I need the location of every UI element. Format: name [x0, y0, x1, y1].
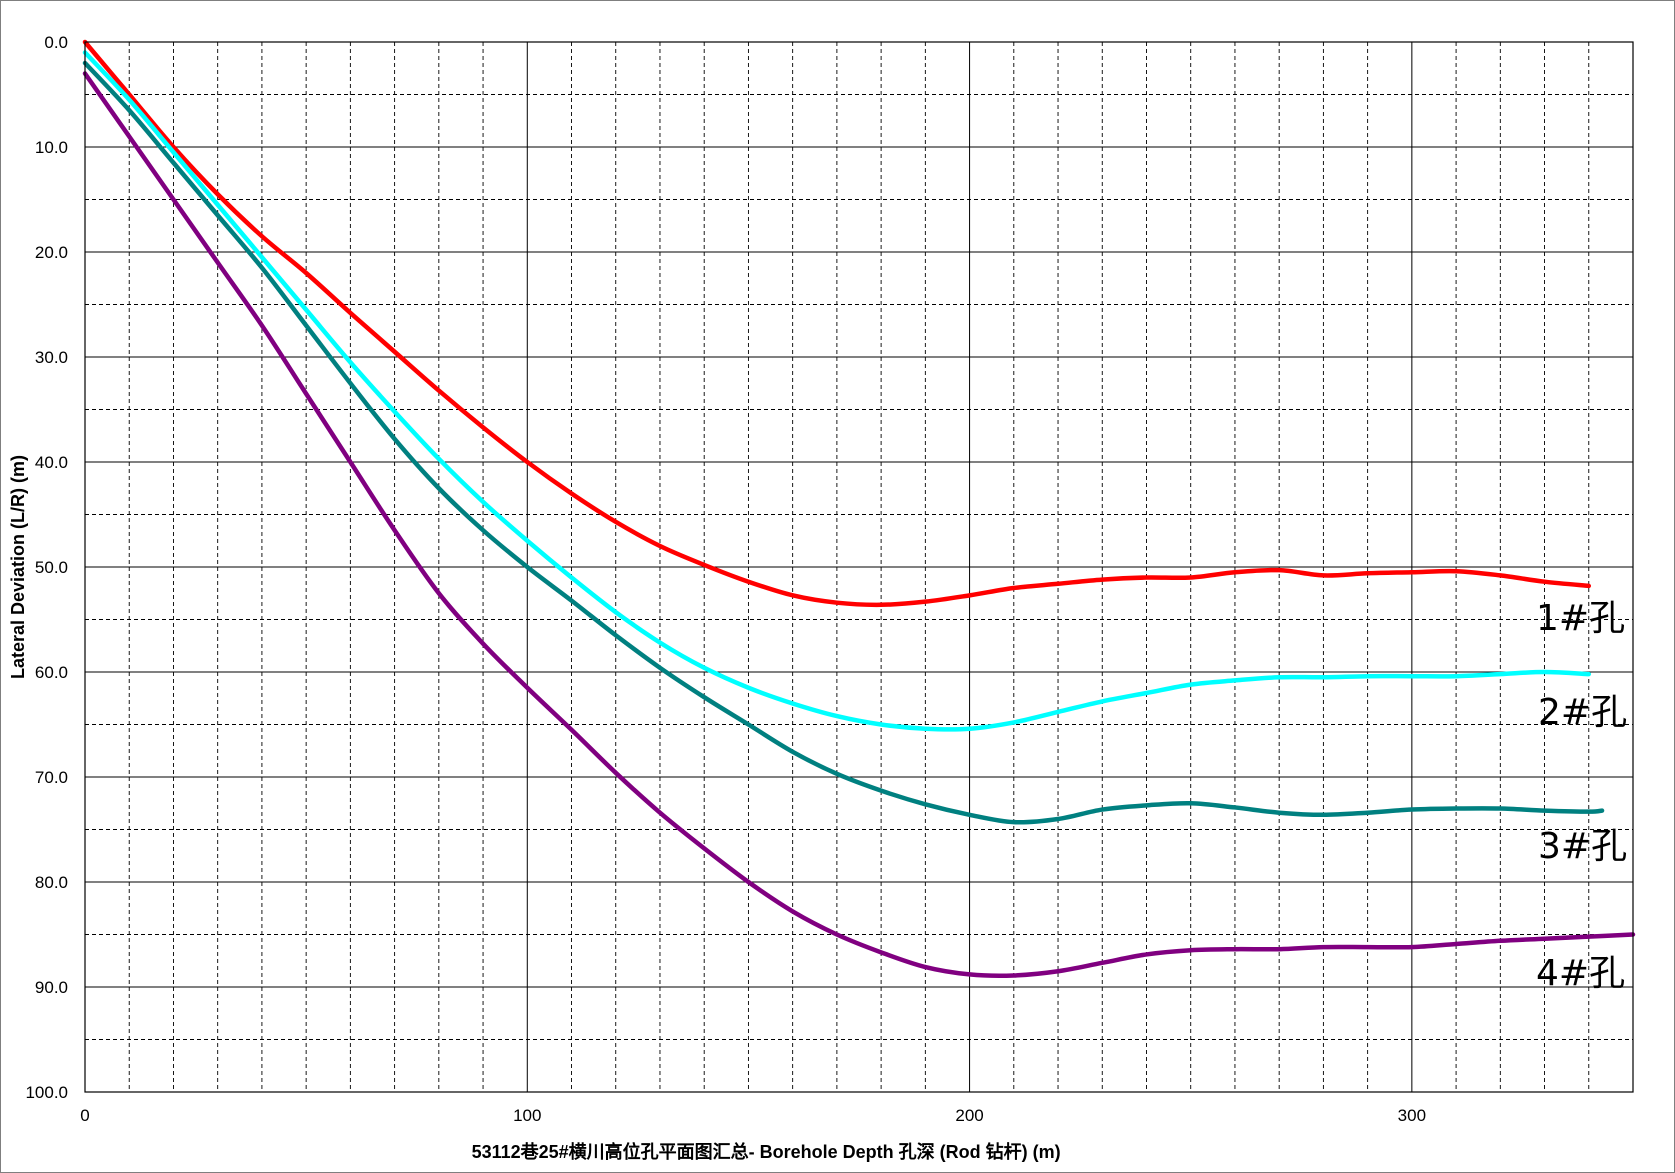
y-tick-label: 90.0	[35, 978, 68, 997]
x-tick-label: 300	[1398, 1106, 1426, 1125]
y-tick-label: 80.0	[35, 873, 68, 892]
series-label-4: 4#孔	[1536, 953, 1625, 994]
series-line-4	[82, 71, 1636, 978]
series-label-3: 3#孔	[1538, 826, 1627, 867]
series-line-2	[82, 50, 1592, 732]
series-line-1	[82, 39, 1592, 608]
y-tick-label: 70.0	[35, 768, 68, 787]
x-axis-title: 53112巷25#横川高位孔平面图汇总- Borehole Depth 孔深 (…	[472, 1141, 1061, 1162]
x-tick-label: 200	[955, 1106, 983, 1125]
series-line-3	[82, 60, 1605, 825]
y-axis-title: Lateral Deviation (L/R) (m)	[8, 455, 28, 679]
plot-area-border	[84, 41, 1634, 1093]
series-layer	[82, 39, 1636, 978]
y-tick-label: 40.0	[35, 453, 68, 472]
y-tick-label: 60.0	[35, 663, 68, 682]
tick-labels: 0 100 200 300 0.0 10.0 20.0 30.0 40.0 50.0 60.0 70.…	[25, 33, 1426, 1125]
grid-layer	[85, 42, 1633, 1092]
y-tick-label: 10.0	[35, 138, 68, 157]
x-tick-label: 100	[513, 1106, 541, 1125]
y-tick-label: 0.0	[44, 33, 68, 52]
y-tick-label: 50.0	[35, 558, 68, 577]
x-tick-label: 0	[80, 1106, 89, 1125]
y-tick-label: 30.0	[35, 348, 68, 367]
y-tick-label: 100.0	[25, 1083, 68, 1102]
y-tick-label: 20.0	[35, 243, 68, 262]
series-annotations: 1#孔 2#孔 3#孔 4#孔	[1536, 598, 1627, 994]
series-label-1: 1#孔	[1536, 598, 1625, 639]
series-label-2: 2#孔	[1538, 692, 1627, 733]
